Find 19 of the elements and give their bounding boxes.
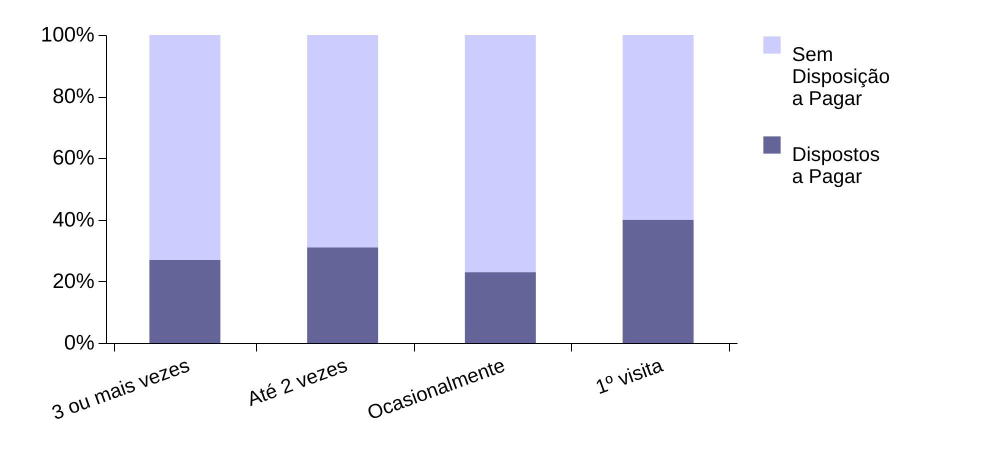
bar [622, 35, 694, 220]
y-tick-label: 40% [52, 208, 94, 232]
legend-label: Sem Disposição a Pagar [792, 44, 890, 110]
y-tick-label: 20% [52, 270, 94, 293]
y-tick-label: 0% [64, 332, 94, 354]
bar [464, 272, 536, 343]
bar [307, 248, 378, 343]
bar [149, 35, 220, 260]
y-tick-label: 60% [52, 146, 94, 170]
bar [149, 260, 220, 343]
bar [307, 35, 378, 248]
y-tick-label: 80% [52, 85, 94, 108]
y-tick-label: 100% [40, 24, 94, 46]
x-tick-label: 1º visita [592, 354, 667, 400]
legend-label: Dispostos a Pagar [792, 144, 880, 188]
x-tick-label: 3 ou mais vezes [49, 354, 193, 425]
bar [622, 220, 694, 343]
x-tick-label: Até 2 vezes [244, 354, 350, 411]
bar [464, 35, 536, 272]
